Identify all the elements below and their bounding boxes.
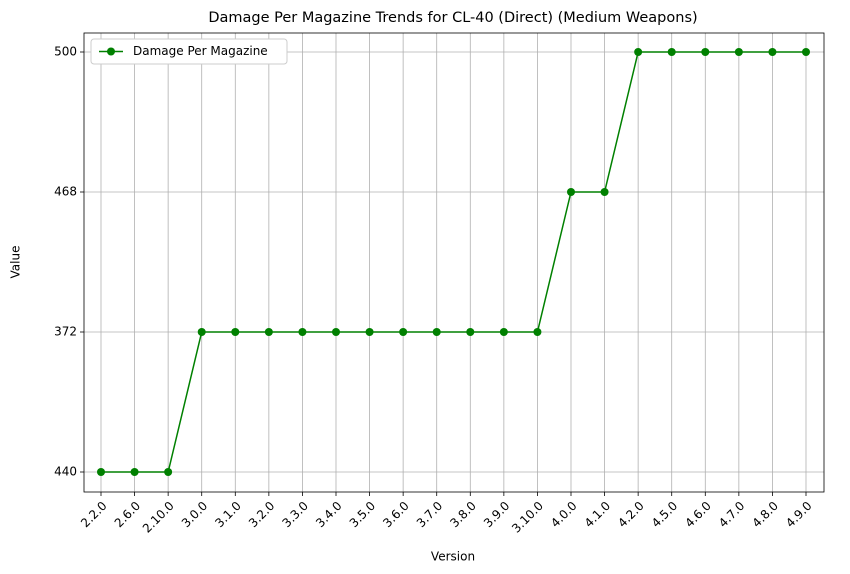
data-point	[130, 468, 139, 476]
data-point	[432, 328, 441, 336]
series-line	[101, 51, 806, 473]
data-point	[734, 48, 743, 56]
y-tick-label: 440	[54, 465, 77, 479]
x-axis-label: Version	[431, 550, 475, 564]
data-point	[600, 188, 609, 196]
data-point	[466, 328, 475, 336]
x-tick-label: 4.8.0	[750, 499, 781, 530]
x-tick-label: 3.6.0	[380, 499, 411, 530]
x-tick-label: 4.1.0	[582, 499, 613, 530]
legend-box	[90, 38, 288, 65]
data-point	[164, 468, 173, 476]
plot-frame	[83, 32, 825, 493]
data-point	[97, 468, 105, 476]
data-point	[499, 328, 508, 336]
x-tick-label: 3.0.0	[179, 499, 210, 530]
x-tick-label: 4.6.0	[682, 499, 713, 530]
data-point	[567, 188, 575, 196]
legend-marker	[107, 47, 115, 56]
chart-title: Damage Per Magazine Trends for CL-40 (Di…	[208, 10, 697, 26]
data-point	[802, 48, 810, 56]
x-tick-label: 3.9.0	[481, 499, 512, 530]
x-tick-label: 3.2.0	[246, 499, 277, 530]
x-tick-label: 3.4.0	[313, 499, 344, 530]
y-axis-label: Value	[9, 246, 23, 279]
data-point	[298, 328, 307, 336]
x-tick-label: 4.0.0	[548, 499, 579, 530]
legend-label: Damage Per Magazine	[133, 44, 268, 58]
data-point	[231, 328, 240, 336]
data-point	[533, 328, 542, 336]
x-tick-label: 2.10.0	[140, 499, 177, 536]
data-point	[332, 328, 340, 336]
x-tick-label: 4.2.0	[615, 499, 646, 530]
data-point	[264, 328, 273, 336]
x-tick-label: 2.2.0	[78, 499, 109, 530]
x-tick-label: 4.5.0	[649, 499, 680, 530]
y-tick-label: 372	[54, 325, 77, 339]
data-point	[399, 328, 408, 336]
x-tick-label: 3.3.0	[280, 499, 311, 530]
x-tick-label: 3.7.0	[414, 499, 445, 530]
x-tick-label: 3.8.0	[447, 499, 478, 530]
y-tick-label: 500	[54, 45, 77, 59]
legend: Damage Per Magazine	[90, 38, 288, 65]
x-tick-label: 3.1.0	[212, 499, 243, 530]
x-tick-label: 4.7.0	[716, 499, 747, 530]
data-point	[197, 328, 206, 336]
data-point	[768, 48, 777, 56]
x-tick-label: 3.5.0	[347, 499, 378, 530]
x-tick-label: 4.9.0	[783, 499, 814, 530]
data-point	[667, 48, 676, 56]
data-point	[634, 48, 643, 56]
data-point	[701, 48, 710, 56]
x-tick-label: 2.6.0	[112, 499, 143, 530]
x-tick-label: 3.10.0	[509, 499, 546, 536]
data-point	[365, 328, 374, 336]
y-tick-label: 468	[54, 185, 77, 199]
